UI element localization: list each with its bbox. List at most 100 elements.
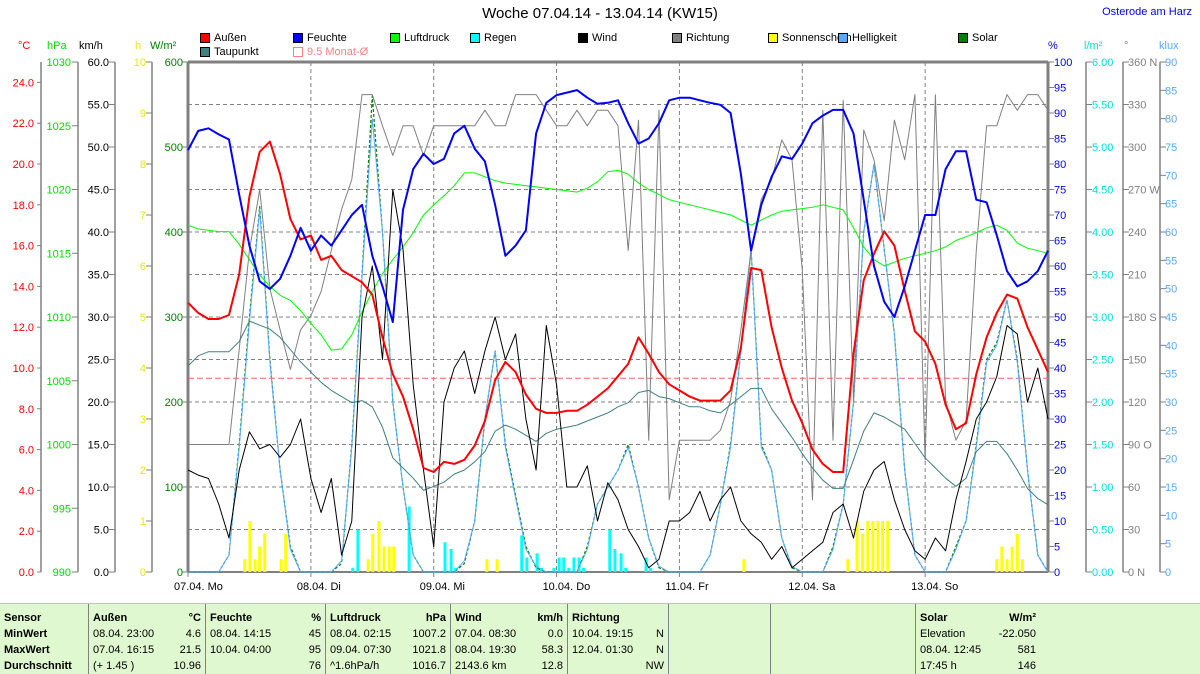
table-cell: 1021.8 bbox=[412, 644, 446, 656]
axis-tick-label-wm2: 200 bbox=[165, 397, 183, 409]
axis-tick-label-h: 8 bbox=[140, 159, 146, 171]
axis-tick-label-kmh: 40.0 bbox=[88, 227, 109, 239]
axis-tick-label-hpa: 1000 bbox=[47, 440, 71, 452]
unit-label-temp: °C bbox=[18, 40, 31, 52]
table-cell: 09.04. 07:30 bbox=[330, 644, 392, 656]
bar-sonnenschein bbox=[392, 546, 396, 572]
axis-tick-label-pct: 55 bbox=[1054, 287, 1066, 299]
bar-regen bbox=[562, 557, 566, 572]
axis-tick-label-klux: 40 bbox=[1165, 340, 1177, 352]
axis-tick-label-temp: 22.0 bbox=[13, 118, 34, 130]
axis-tick-label-hpa: 995 bbox=[53, 503, 71, 515]
legend-swatch bbox=[200, 47, 210, 57]
legend-label: Wind bbox=[592, 32, 618, 44]
axis-tick-label-lm2: 5.50 bbox=[1092, 100, 1113, 112]
bar-sonnenschein bbox=[881, 521, 885, 572]
axis-tick-label-hpa: 1020 bbox=[47, 185, 71, 197]
legend-item: Regen bbox=[470, 32, 516, 44]
legend-swatch bbox=[768, 33, 778, 43]
axis-tick-label-temp: 2.0 bbox=[19, 526, 34, 538]
legend-item: Taupunkt bbox=[200, 46, 259, 58]
axis-tick-label-lm2: 6.00 bbox=[1092, 57, 1113, 69]
unit-label-hpa: hPa bbox=[47, 40, 67, 52]
table-cell: 10.96 bbox=[173, 660, 201, 672]
axis-tick-label-pct: 95 bbox=[1054, 83, 1066, 95]
axis-tick-label-temp: 18.0 bbox=[13, 200, 34, 212]
axis-tick-label-temp: 4.0 bbox=[19, 485, 34, 497]
legend-label: 9.5 Monat-Ø bbox=[307, 46, 369, 58]
weather-chart: 07.04. Mo 08.04. Di 09.04. Mi 10.04. Do 11.0… bbox=[13, 57, 1178, 593]
legend-swatch bbox=[390, 33, 400, 43]
axis-tick-label-klux: 0 bbox=[1165, 567, 1171, 579]
table-cell: 12.04. 01:30 bbox=[572, 644, 634, 656]
series-line-wind bbox=[187, 189, 1049, 569]
table-cell: 1016.7 bbox=[412, 660, 446, 672]
bar-sonnenschein bbox=[253, 559, 257, 572]
table-cell: (+ 1.45 ) bbox=[93, 660, 135, 672]
axis-tick-label-klux: 15 bbox=[1165, 482, 1177, 494]
axis-tick-label-wm2: 500 bbox=[165, 142, 183, 154]
axis-tick-label-h: 9 bbox=[140, 108, 146, 120]
table-cell: Solar bbox=[920, 612, 948, 624]
table-column: Richtung 10.04. 19:15 N 12.04. 01:30 N NW bbox=[567, 604, 668, 674]
table-cell: hPa bbox=[425, 612, 446, 624]
axis-tick-label-pct: 70 bbox=[1054, 210, 1066, 222]
bar-regen bbox=[582, 567, 586, 572]
axis-tick-label-klux: 65 bbox=[1165, 199, 1177, 211]
axis-tick-label-pct: 35 bbox=[1054, 389, 1066, 401]
legend-item: Richtung bbox=[672, 32, 729, 44]
station-link[interactable]: Osterode am Harz bbox=[1102, 6, 1192, 18]
legend-label: Außen bbox=[214, 32, 247, 44]
legend-item: Außen bbox=[200, 32, 246, 44]
bar-sonnenschein bbox=[495, 559, 499, 572]
axis-tick-label-klux: 5 bbox=[1165, 539, 1171, 551]
series-line-feuchte bbox=[187, 89, 1049, 324]
table-cell: 08.04. 14:15 bbox=[210, 628, 272, 640]
axis-tick-label-wm2: 300 bbox=[165, 312, 183, 324]
axis-tick-label-lm2: 3.00 bbox=[1092, 312, 1113, 324]
bar-sonnenschein bbox=[1000, 546, 1004, 572]
legend-label: Solar bbox=[972, 32, 998, 44]
axis-tick-label-klux: 80 bbox=[1165, 114, 1177, 126]
axis-tick-label-klux: 90 bbox=[1165, 57, 1177, 69]
bar-regen bbox=[557, 557, 561, 572]
axis-tick-label-pct: 100 bbox=[1054, 57, 1072, 69]
bar-sonnenschein bbox=[995, 559, 999, 572]
table-cell: °C bbox=[188, 612, 201, 624]
table-cell: Wind bbox=[455, 612, 482, 624]
axis-tick-label-pct: 25 bbox=[1054, 440, 1066, 452]
axis-tick-label-temp: 0.0 bbox=[19, 567, 34, 579]
axis-tick-label-lm2: 4.00 bbox=[1092, 227, 1113, 239]
legend-item: 9.5 Monat-Ø bbox=[293, 46, 368, 58]
table-cell: 45 bbox=[308, 628, 321, 640]
bar-regen bbox=[525, 557, 529, 572]
table-cell: 08.04. 02:15 bbox=[330, 628, 392, 640]
legend-swatch bbox=[470, 33, 480, 43]
axis-tick-label-deg: 360 N bbox=[1128, 57, 1157, 69]
axis-tick-label-lm2: 3.50 bbox=[1092, 270, 1113, 282]
axis-tick-label-kmh: 55.0 bbox=[88, 100, 109, 112]
bar-sonnenschein bbox=[855, 521, 859, 572]
legend-swatch bbox=[200, 33, 210, 43]
axis-tick-label-kmh: 5.0 bbox=[94, 525, 109, 537]
axis-tick-label-h: 1 bbox=[140, 516, 146, 528]
legend-swatch bbox=[293, 47, 303, 57]
bar-sonnenschein bbox=[366, 559, 370, 572]
axis-tick-label-h: 10 bbox=[134, 57, 146, 69]
axis-tick-label-kmh: 25.0 bbox=[88, 355, 109, 367]
legend-swatch bbox=[293, 33, 303, 43]
axis-tick-label-h: 3 bbox=[140, 414, 146, 426]
axis-tick-label-kmh: 10.0 bbox=[88, 482, 109, 494]
series-line-luftdruck bbox=[187, 169, 1049, 351]
axis-tick-label-pct: 10 bbox=[1054, 516, 1066, 528]
bar-sonnenschein bbox=[387, 546, 391, 572]
axis-tick-label-deg: 90 O bbox=[1128, 440, 1152, 452]
unit-label-pct: % bbox=[1048, 40, 1058, 52]
axis-tick-label-kmh: 45.0 bbox=[88, 185, 109, 197]
table-cell: 146 bbox=[1017, 660, 1036, 672]
unit-label-deg: ° bbox=[1124, 40, 1129, 52]
table-cell: 58.3 bbox=[541, 644, 563, 656]
axis-tick-label-lm2: 2.50 bbox=[1092, 355, 1113, 367]
axis-tick-label-klux: 45 bbox=[1165, 312, 1177, 324]
axis-tick-label-pct: 60 bbox=[1054, 261, 1066, 273]
